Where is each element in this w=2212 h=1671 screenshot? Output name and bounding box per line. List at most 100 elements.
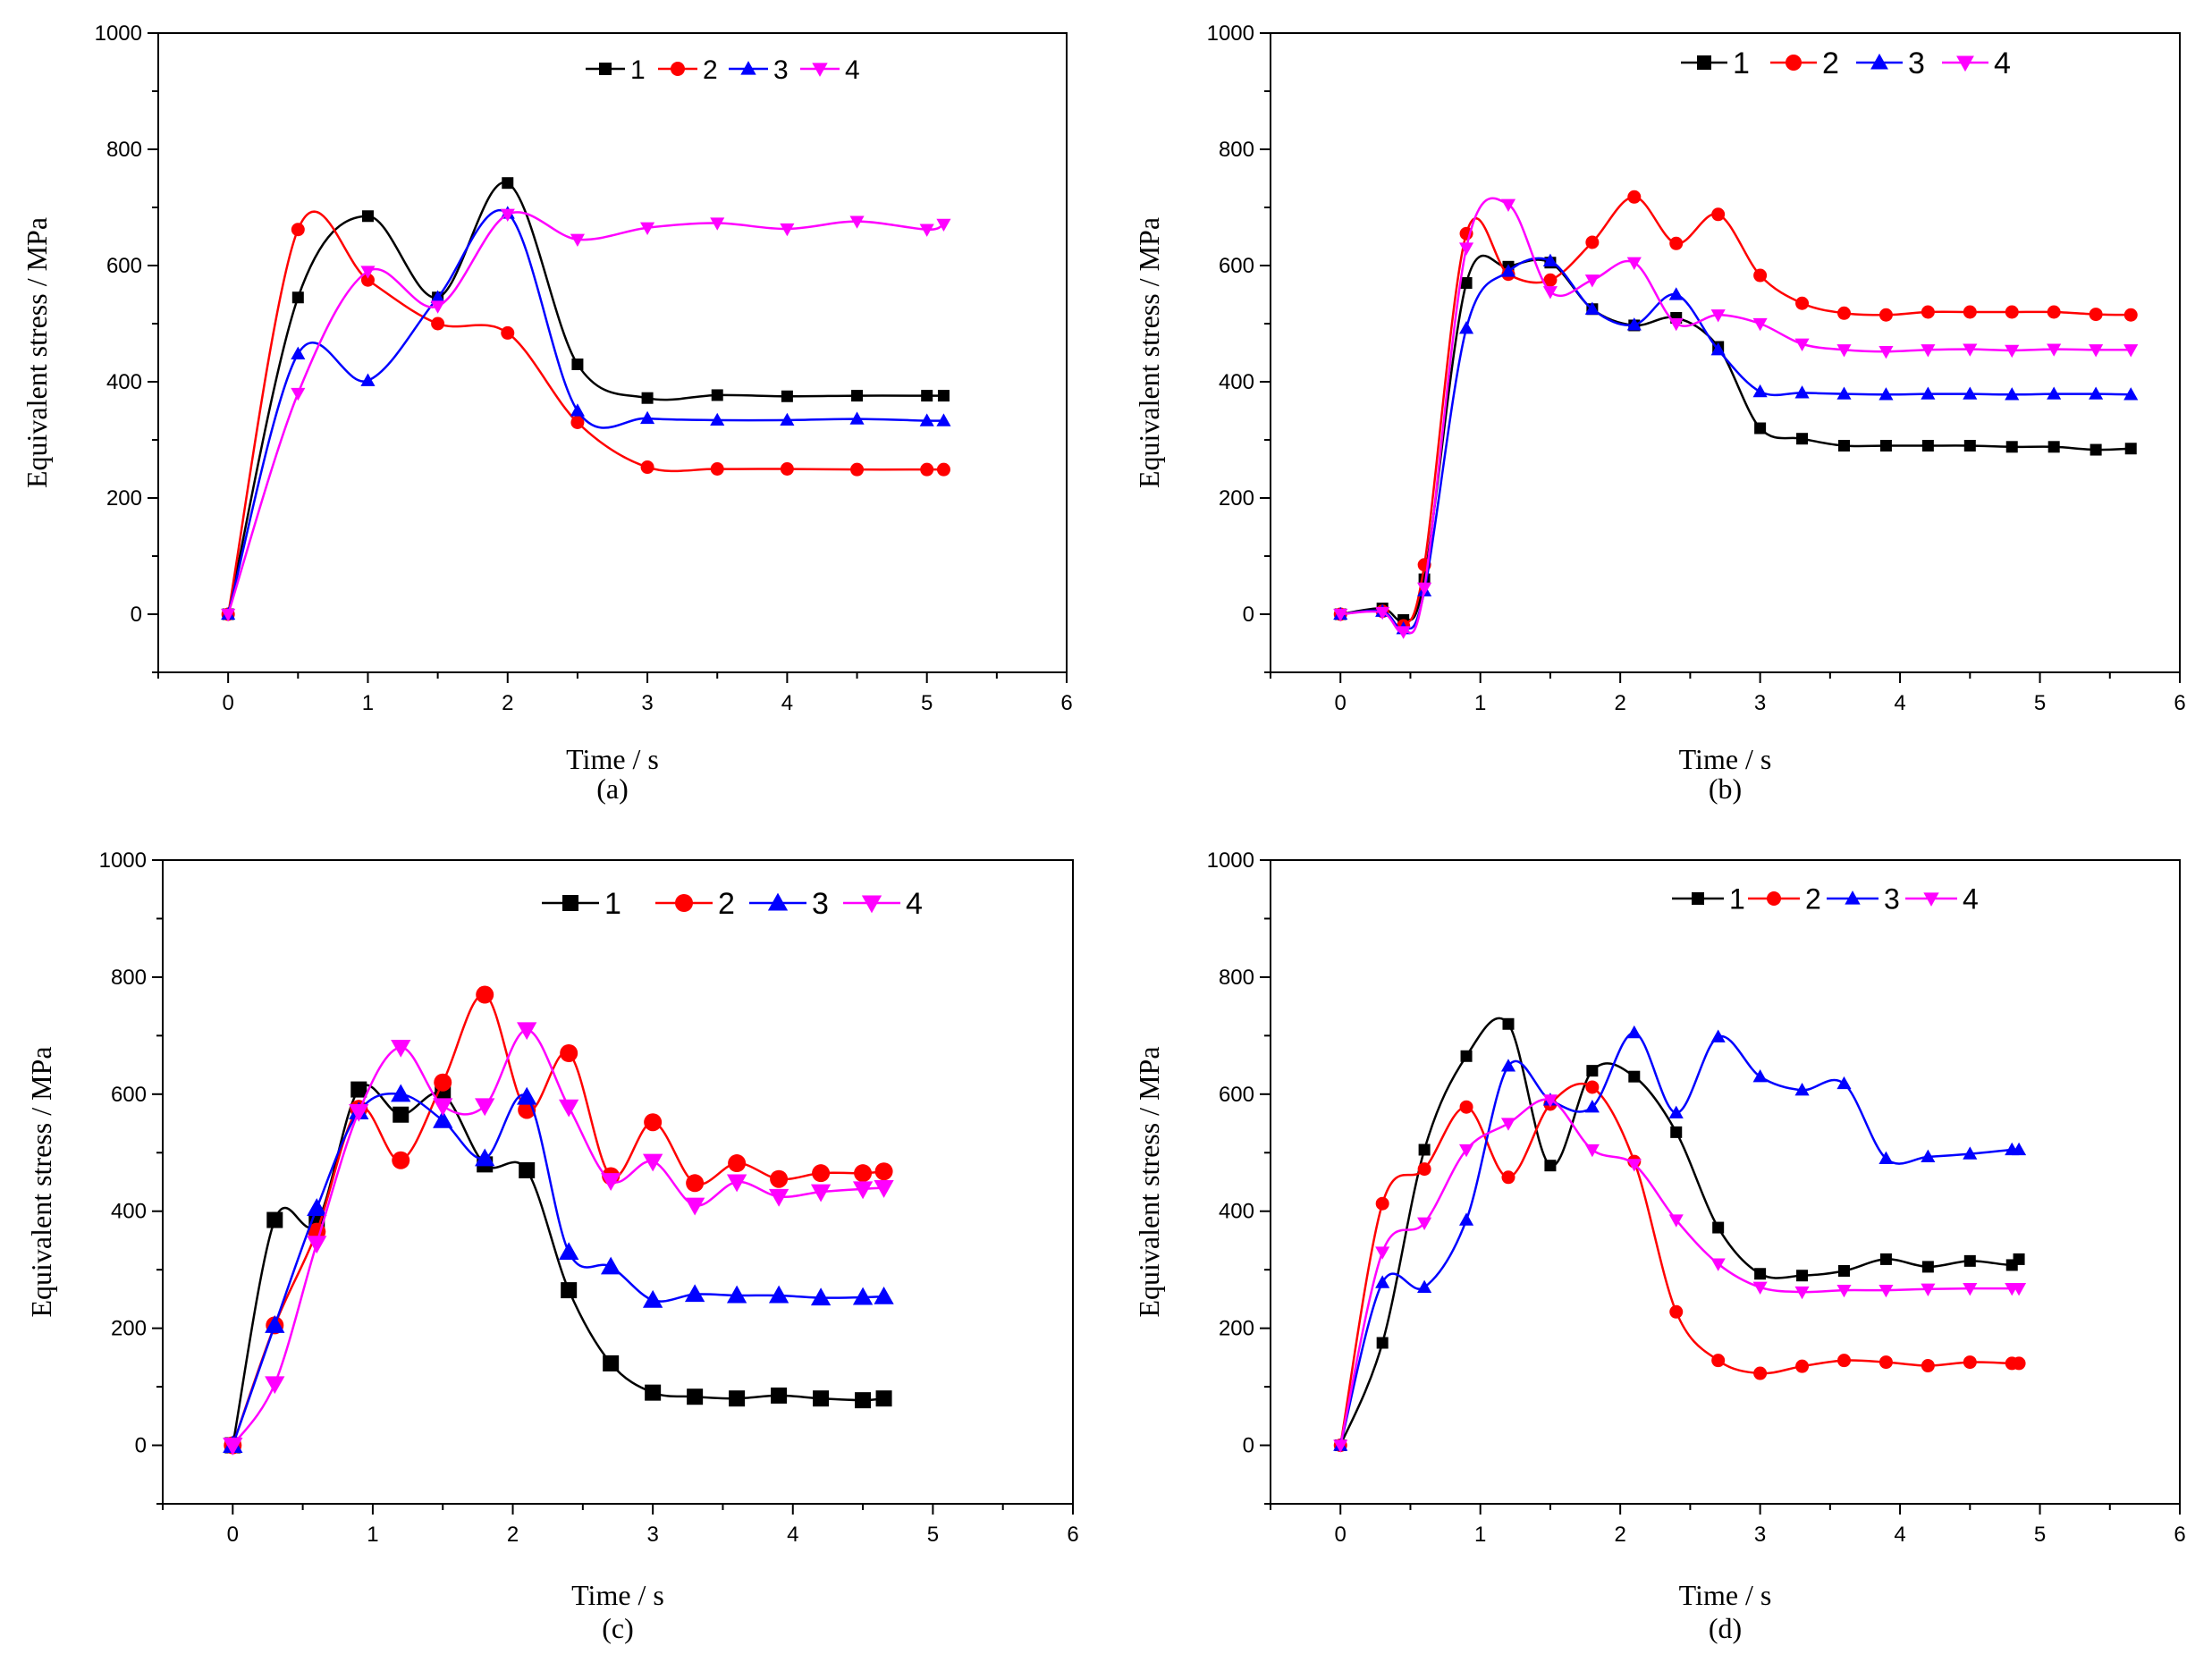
data-point <box>1376 1337 1389 1349</box>
data-point <box>854 1164 873 1183</box>
data-point <box>2124 443 2137 455</box>
data-point <box>265 1315 285 1333</box>
data-point <box>1752 384 1768 398</box>
y-tick-label: 800 <box>106 138 142 162</box>
data-point <box>1585 235 1600 249</box>
legend-label: 3 <box>812 887 829 921</box>
data-point <box>1333 608 1348 622</box>
plot-frame <box>1270 859 2181 1505</box>
data-point <box>1879 387 1894 401</box>
x-tick-label: 3 <box>1754 1523 1766 1547</box>
x-tick-label: 1 <box>362 691 374 715</box>
data-point <box>874 1162 893 1181</box>
data-point <box>1375 1275 1390 1288</box>
data-point <box>2090 443 2102 456</box>
data-point <box>1584 301 1600 315</box>
data-point <box>780 412 795 426</box>
x-tick-label: 1 <box>1474 1523 1486 1547</box>
data-point <box>502 177 514 190</box>
data-point <box>559 1242 579 1261</box>
data-point <box>1333 1439 1348 1453</box>
series-1 <box>222 177 950 620</box>
data-point <box>919 224 934 237</box>
data-point <box>1627 190 1642 204</box>
data-point <box>728 1154 747 1173</box>
data-point <box>223 1438 243 1456</box>
data-point <box>1544 1160 1557 1172</box>
data-point <box>603 1355 620 1371</box>
data-point <box>1754 1268 1767 1280</box>
data-point <box>1752 317 1768 332</box>
data-point <box>430 290 445 303</box>
data-point <box>1458 1144 1474 1158</box>
data-point <box>1921 386 1936 400</box>
series-2 <box>224 985 893 1455</box>
data-point <box>1836 1354 1851 1368</box>
data-point <box>2047 343 2062 357</box>
data-point <box>570 403 585 417</box>
legend-label: 2 <box>718 887 735 921</box>
panel-1: 0 1 2 3 4 5 6 0 200 400 600 800 1000 Time / s Equivale… <box>1133 21 2186 805</box>
data-point <box>361 210 374 223</box>
data-point <box>644 1113 663 1132</box>
data-point <box>1879 1253 1892 1265</box>
panel-label: (b) <box>1709 772 1742 805</box>
data-point <box>1458 321 1474 334</box>
data-point <box>1460 277 1473 289</box>
series-3 <box>223 1084 894 1454</box>
data-point <box>1375 606 1390 620</box>
x-tick-label: 6 <box>1060 691 1072 715</box>
data-point <box>1921 1261 1934 1273</box>
data-point <box>936 413 951 426</box>
data-point <box>1500 264 1516 277</box>
legend-label: 2 <box>703 55 718 85</box>
data-point <box>1669 1304 1684 1319</box>
series-4 <box>223 1022 894 1456</box>
y-tick-label: 800 <box>1219 138 1254 162</box>
data-point <box>1754 422 1767 435</box>
data-point <box>2047 305 2061 319</box>
series-4 <box>1333 197 2139 639</box>
data-point <box>1542 286 1558 300</box>
data-point <box>2012 1356 2026 1371</box>
legend-marker <box>671 62 685 76</box>
data-point <box>729 1390 746 1407</box>
y-tick-label: 0 <box>131 603 142 627</box>
y-tick-label: 200 <box>1219 1317 1254 1341</box>
legend-marker <box>767 892 789 911</box>
data-point <box>711 389 723 401</box>
data-point <box>266 1211 283 1228</box>
data-point <box>349 1103 369 1122</box>
data-point <box>1837 440 1850 452</box>
data-point <box>849 215 865 229</box>
y-tick-label: 0 <box>135 1434 147 1458</box>
data-point <box>1459 1100 1473 1114</box>
legend-label: 4 <box>1994 46 2011 80</box>
panel-3: 0 1 2 3 4 5 6 0 200 400 600 800 1000 Time / s Equivale… <box>1133 848 2186 1644</box>
data-point <box>307 1198 327 1216</box>
data-point <box>710 412 725 426</box>
data-point <box>571 359 584 370</box>
legend-marker <box>1870 53 1888 70</box>
y-tick-label: 400 <box>111 1200 147 1224</box>
data-point <box>517 1022 537 1041</box>
data-point <box>393 1106 409 1123</box>
data-point <box>1963 1146 1978 1160</box>
panel-label: (d) <box>1709 1612 1742 1644</box>
x-tick-label: 2 <box>507 1523 519 1547</box>
data-point <box>1458 1212 1474 1226</box>
data-point <box>1712 1221 1725 1234</box>
data-point <box>1836 1076 1852 1090</box>
data-point <box>1879 1284 1894 1298</box>
data-point <box>874 1180 894 1198</box>
data-point <box>391 1039 411 1058</box>
data-point <box>1500 198 1516 212</box>
data-point <box>1795 1359 1810 1373</box>
series-4 <box>1333 1094 2027 1453</box>
y-axis-title: Equivalent stress / MPa <box>21 217 53 488</box>
data-point <box>570 233 585 247</box>
data-point <box>1543 273 1558 287</box>
data-point <box>1626 1025 1642 1039</box>
x-tick-label: 0 <box>1335 691 1347 715</box>
data-point <box>1396 626 1411 639</box>
